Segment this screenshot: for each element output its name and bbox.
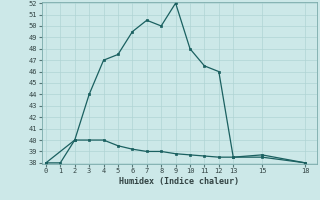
- X-axis label: Humidex (Indice chaleur): Humidex (Indice chaleur): [119, 177, 239, 186]
